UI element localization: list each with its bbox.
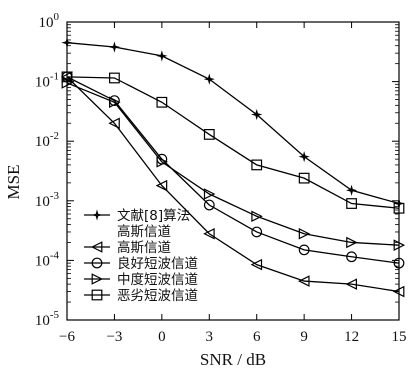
legend-label: 中度短波信道	[117, 272, 198, 288]
y-axis-title: MSE	[4, 165, 23, 200]
y-axis: 100 10-1 10-2 10-3 10-4 10-5	[35, 11, 399, 329]
series-1-point	[108, 41, 121, 53]
series-4-line	[66, 82, 400, 246]
y-tick-label: 10-3	[35, 190, 60, 210]
x-tick-label: 15	[392, 329, 407, 345]
series-4-point	[393, 239, 406, 251]
legend-label: 文献[8]算法	[117, 208, 190, 224]
legend-marker	[91, 257, 103, 269]
x-tick-label: 6	[253, 329, 261, 345]
series-2-point	[345, 278, 357, 290]
series-3-point	[393, 257, 405, 269]
series-2-line	[66, 76, 400, 293]
y-tick-label: 100	[39, 11, 60, 31]
legend-marker	[91, 289, 103, 301]
series-4-point	[298, 227, 311, 240]
series-2-point	[108, 117, 120, 130]
x-tick-label: 3	[206, 329, 214, 345]
series-4-point	[61, 77, 74, 89]
series-5-point	[346, 198, 357, 209]
y-tick-label: 10-4	[35, 249, 60, 269]
series-5	[61, 71, 405, 214]
x-tick-label: −3	[106, 329, 122, 345]
x-tick-label: 0	[158, 329, 166, 345]
series-1-point	[345, 184, 358, 196]
series-2-point	[392, 285, 405, 298]
series-1-point	[156, 50, 168, 62]
legend-marker	[90, 241, 103, 253]
x-axis: −6 −3 0 3 6 9 12 15	[59, 22, 407, 345]
series-4-point	[251, 210, 263, 223]
x-tick-label: 12	[344, 329, 359, 345]
series-5-point	[298, 172, 310, 184]
x-tick-label: −6	[59, 329, 75, 345]
y-tick-label: 10-5	[35, 309, 60, 329]
series-5-point	[61, 71, 73, 83]
series-5-point	[251, 159, 263, 171]
legend-item-5: 恶劣短波信道	[84, 288, 198, 304]
series-5-point	[393, 202, 405, 214]
series-4-point	[156, 156, 168, 168]
x-axis-title: SNR / dB	[200, 350, 266, 369]
legend-label: 恶劣短波信道	[117, 288, 198, 304]
series-2-point	[298, 275, 310, 287]
legend-label: 良好短波信道	[117, 256, 198, 272]
series-4-point	[109, 96, 121, 109]
series-layer	[60, 37, 406, 298]
series-1-point	[251, 108, 263, 121]
series-5-point	[203, 129, 215, 140]
series-4	[61, 77, 406, 251]
legend-item-3: 良好短波信道	[84, 256, 198, 272]
series-1	[61, 37, 405, 210]
series-5-point	[156, 96, 168, 108]
legend-marker	[91, 273, 104, 285]
legend-item-4: 中度短波信道	[84, 272, 198, 288]
series-3-point	[203, 199, 215, 211]
y-tick-label: 10-1	[35, 71, 59, 91]
legend-label: 高斯信道	[117, 239, 171, 256]
series-3-line	[66, 76, 400, 264]
legend-marker	[91, 209, 103, 221]
plot-border	[66, 21, 400, 321]
series-4-point	[203, 188, 216, 200]
series-3-point	[346, 251, 357, 263]
series-1-line	[66, 42, 400, 205]
x-tick-label: 9	[300, 329, 308, 345]
plot-frame	[66, 21, 400, 321]
series-1-point	[61, 37, 73, 49]
series-2-point	[155, 179, 168, 192]
series-5-line	[66, 76, 400, 209]
series-1-point	[298, 151, 310, 163]
series-3-point	[251, 226, 263, 238]
y-tick-label: 10-2	[35, 130, 59, 150]
series-4-point	[346, 236, 358, 249]
series-3-point	[298, 244, 310, 256]
series-5-point	[109, 72, 120, 84]
legend-item-2: 高斯信道	[84, 239, 171, 256]
series-2-point	[203, 227, 215, 240]
series-1-point	[203, 73, 215, 85]
legend-label: 高斯信道	[117, 223, 171, 240]
series-2-point	[250, 258, 263, 271]
